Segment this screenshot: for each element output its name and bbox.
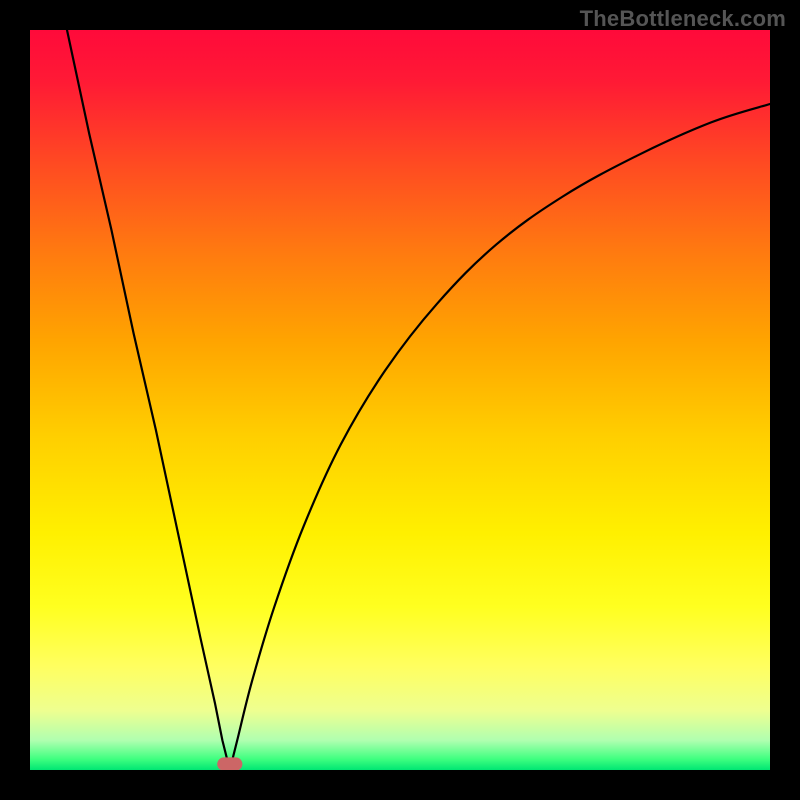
chart-frame: TheBottleneck.com (0, 0, 800, 800)
optimum-marker (217, 757, 242, 770)
watermark-text: TheBottleneck.com (580, 6, 786, 32)
plot-area (30, 30, 770, 770)
chart-svg (30, 30, 770, 770)
chart-background (30, 30, 770, 770)
